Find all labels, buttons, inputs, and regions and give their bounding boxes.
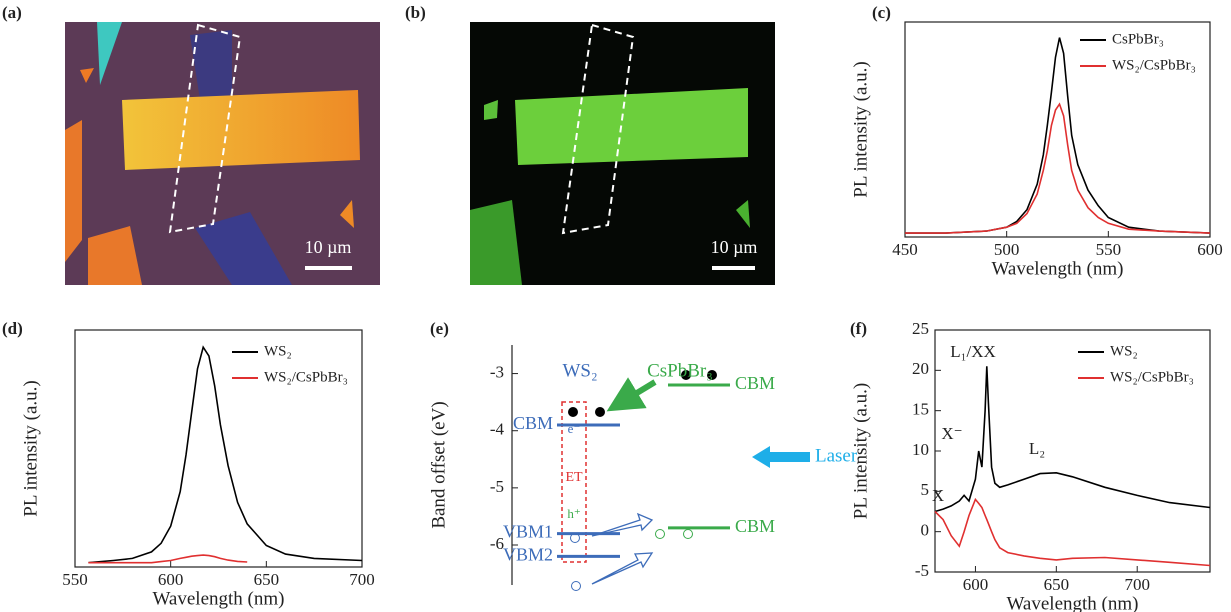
peak-annotation: X⁻ bbox=[941, 424, 962, 443]
level-label: VBM2 bbox=[503, 545, 553, 565]
panel-label: (a) bbox=[2, 3, 22, 22]
x-tick-label: 600 bbox=[1197, 240, 1223, 259]
panel-label: (b) bbox=[405, 3, 426, 22]
y-tick-label: -5 bbox=[915, 561, 929, 580]
material-name: WS₂ bbox=[562, 360, 597, 381]
plot-frame bbox=[935, 330, 1210, 572]
panel-label: (d) bbox=[2, 319, 23, 338]
panel-label: (c) bbox=[872, 3, 891, 22]
x-tick-label: 450 bbox=[892, 240, 918, 259]
x-tick-label: 550 bbox=[1096, 240, 1122, 259]
optical-image: 10 µm bbox=[65, 22, 380, 285]
diagram-annotation: ET bbox=[565, 470, 583, 485]
legend-label: WS₂/CsPbBr₃ bbox=[1110, 369, 1194, 385]
spectrum-line bbox=[935, 366, 1210, 511]
x-tick-label: 600 bbox=[963, 575, 989, 594]
y-tick-label: -5 bbox=[490, 477, 504, 496]
y-axis-label: PL intensity (a.u.) bbox=[850, 61, 871, 198]
level-label: CBM bbox=[735, 516, 775, 536]
y-axis-label: Band offset (eV) bbox=[428, 401, 449, 528]
y-axis-label: PL intensity (a.u.) bbox=[850, 383, 871, 520]
plot-frame bbox=[905, 22, 1210, 237]
peak-annotation: L₁/XX bbox=[950, 342, 996, 361]
figure: 10 µm (a) 10 µm (b) 450500550600Waveleng… bbox=[0, 0, 1231, 612]
x-tick-label: 700 bbox=[349, 570, 375, 589]
peak-annotation: X bbox=[932, 486, 944, 505]
diagram-annotation: e⁻ bbox=[568, 421, 581, 436]
level-label: CBM bbox=[735, 373, 775, 393]
x-axis-label: Wavelength (nm) bbox=[992, 258, 1124, 279]
legend-label: WS₂/CsPbBr₃ bbox=[1112, 57, 1196, 73]
x-tick-label: 650 bbox=[254, 570, 280, 589]
y-tick-label: 0 bbox=[921, 521, 930, 540]
legend-label: WS₂/CsPbBr₃ bbox=[264, 369, 348, 385]
peak-annotation: L₂ bbox=[1029, 439, 1045, 458]
y-tick-label: 15 bbox=[912, 400, 929, 419]
x-tick-label: 700 bbox=[1124, 575, 1150, 594]
material-name: CsPbBr₃ bbox=[647, 360, 713, 381]
y-tick-label: 20 bbox=[912, 359, 929, 378]
panel-label: (f) bbox=[850, 319, 867, 338]
scale-bar-label: 10 µm bbox=[305, 237, 352, 257]
x-axis-label: Wavelength (nm) bbox=[153, 588, 285, 609]
y-tick-label: -4 bbox=[490, 420, 505, 439]
y-tick-label: 25 bbox=[912, 319, 929, 338]
spectrum-line bbox=[905, 104, 1210, 233]
legend-label: CsPbBr₃ bbox=[1112, 31, 1164, 47]
panel-label: (e) bbox=[430, 319, 449, 338]
x-tick-label: 550 bbox=[62, 570, 88, 589]
spectrum-line bbox=[935, 499, 1210, 565]
level-label: VBM1 bbox=[503, 522, 553, 542]
legend-label: WS₂ bbox=[264, 343, 292, 359]
diagram-annotation: h⁺ bbox=[567, 506, 580, 521]
x-axis-label: Wavelength (nm) bbox=[1007, 593, 1139, 612]
y-axis-label: PL intensity (a.u.) bbox=[20, 380, 41, 517]
spectrum-line bbox=[88, 555, 247, 563]
fluorescence-image: 10 µm bbox=[470, 22, 775, 285]
scale-bar-label: 10 µm bbox=[711, 237, 758, 257]
x-tick-label: 500 bbox=[994, 240, 1020, 259]
x-tick-label: 650 bbox=[1044, 575, 1070, 594]
y-tick-label: -3 bbox=[490, 362, 504, 381]
plot-frame bbox=[75, 330, 362, 567]
legend-label: WS₂ bbox=[1110, 343, 1138, 359]
x-tick-label: 600 bbox=[158, 570, 184, 589]
y-tick-label: -6 bbox=[490, 534, 504, 553]
y-tick-label: 10 bbox=[912, 440, 929, 459]
level-label: CBM bbox=[513, 413, 553, 433]
y-tick-label: 5 bbox=[921, 480, 930, 499]
